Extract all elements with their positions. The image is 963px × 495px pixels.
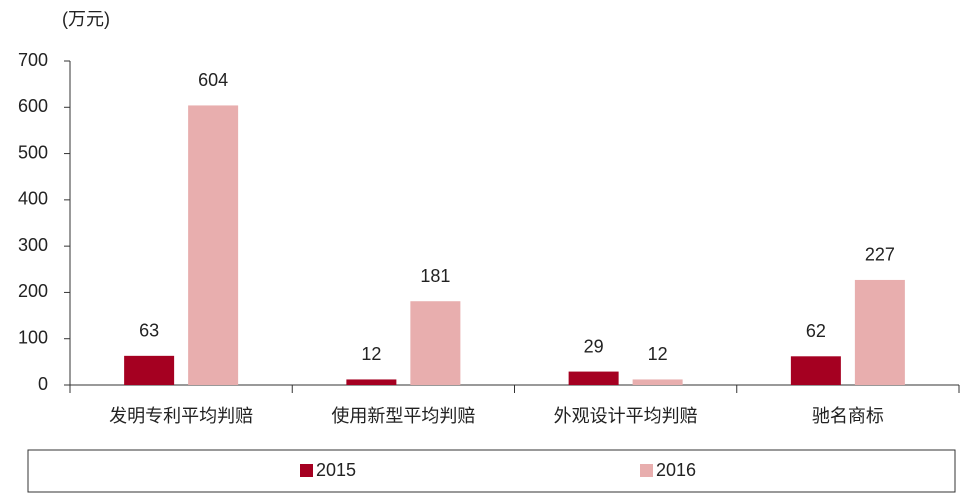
y-tick-label: 600 — [18, 96, 48, 116]
bar — [188, 105, 239, 385]
legend-label: 2016 — [656, 460, 696, 480]
legend-swatch — [640, 464, 653, 477]
x-tick-label: 外观设计平均判赔 — [554, 406, 698, 427]
x-tick-label: 驰名商标 — [812, 406, 884, 427]
bar — [568, 371, 619, 385]
y-tick-label: 0 — [38, 374, 48, 394]
bar — [854, 279, 905, 385]
data-label: 12 — [361, 344, 381, 364]
y-tick-label: 700 — [18, 50, 48, 70]
data-label: 181 — [420, 266, 450, 286]
unit-label: (万元) — [62, 9, 110, 29]
data-label: 63 — [139, 321, 159, 341]
y-tick-label: 400 — [18, 189, 48, 209]
legend-swatch — [300, 464, 313, 477]
legend-box — [27, 449, 956, 493]
legend-label: 2015 — [316, 460, 356, 480]
bar — [346, 379, 397, 385]
y-tick-label: 300 — [18, 235, 48, 255]
data-label: 604 — [198, 70, 228, 90]
bar — [124, 355, 175, 385]
bar — [790, 356, 841, 385]
y-tick-label: 100 — [18, 327, 48, 347]
bar — [632, 379, 683, 385]
data-label: 29 — [584, 336, 604, 356]
x-tick-label: 发明专利平均判赔 — [109, 406, 253, 427]
y-tick-label: 500 — [18, 142, 48, 162]
bar — [410, 301, 461, 385]
x-tick-label: 使用新型平均判赔 — [331, 406, 475, 427]
data-label: 12 — [648, 344, 668, 364]
y-tick-label: 200 — [18, 281, 48, 301]
data-label: 62 — [806, 321, 826, 341]
data-label: 227 — [865, 245, 895, 265]
